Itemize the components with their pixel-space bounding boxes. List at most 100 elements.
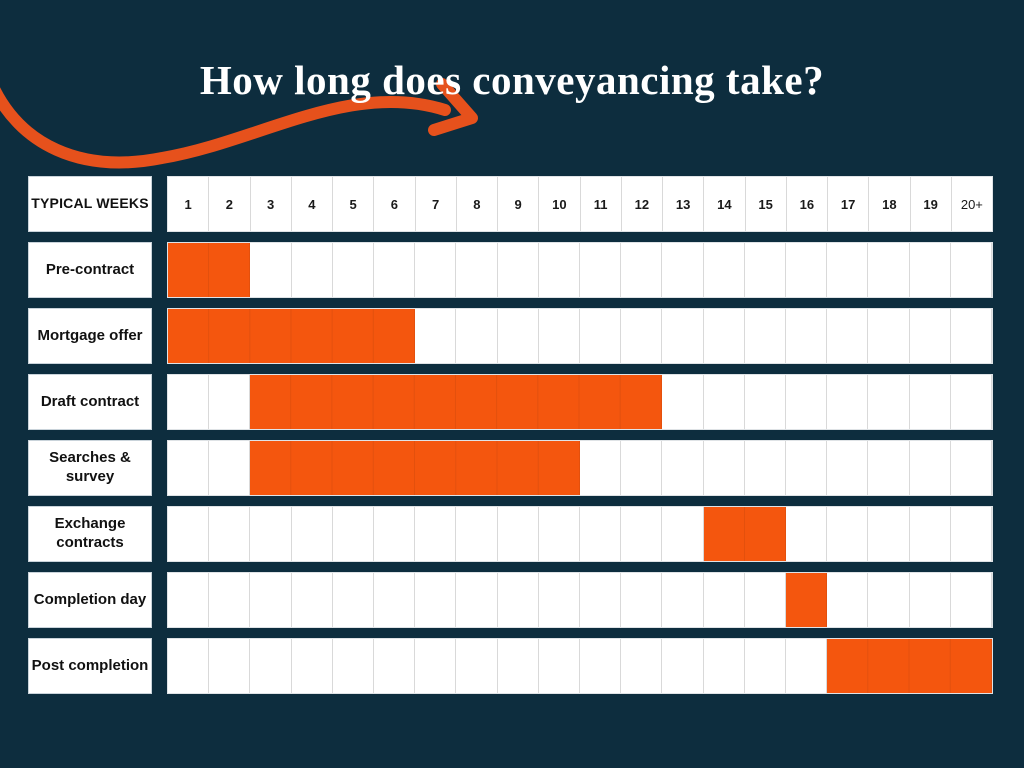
week-track-draft-contract (167, 374, 993, 430)
gantt-row-exchange-contracts: Exchange contracts (28, 506, 993, 562)
week-cell (374, 243, 416, 297)
gantt-bar-post-completion (827, 639, 992, 693)
week-cell (951, 507, 993, 561)
week-cell (539, 573, 581, 627)
week-cell (827, 441, 869, 495)
week-tick-13: 13 (663, 177, 705, 231)
week-cell (539, 243, 581, 297)
week-cell (868, 309, 910, 363)
week-tick-15: 15 (746, 177, 787, 231)
gantt-bar-pre-contract (168, 243, 251, 297)
week-cell (456, 243, 498, 297)
week-cell (704, 441, 745, 495)
week-cell (951, 441, 993, 495)
week-track-mortgage-offer (167, 308, 993, 364)
week-cell (704, 243, 745, 297)
week-cell (662, 243, 704, 297)
week-cell (662, 573, 704, 627)
week-cell (168, 375, 210, 429)
week-cell (786, 309, 828, 363)
week-cell (580, 573, 622, 627)
week-cell (662, 309, 704, 363)
week-tick-5: 5 (333, 177, 375, 231)
week-cell (580, 441, 622, 495)
week-cell (827, 309, 869, 363)
week-cell (951, 309, 993, 363)
week-cell (827, 507, 869, 561)
week-cell (621, 639, 663, 693)
week-cell (910, 573, 951, 627)
week-cell (662, 507, 704, 561)
week-cell (745, 375, 787, 429)
week-cell (580, 309, 622, 363)
row-label-draft-contract: Draft contract (28, 374, 152, 430)
row-label-mortgage-offer: Mortgage offer (28, 308, 152, 364)
week-tick-19: 19 (911, 177, 952, 231)
week-cell (250, 507, 292, 561)
week-cell (868, 375, 910, 429)
gantt-bar-searches-survey (250, 441, 580, 495)
gantt-row-draft-contract: Draft contract (28, 374, 993, 430)
week-cell (456, 573, 498, 627)
week-cell (374, 639, 416, 693)
gantt-row-searches-survey: Searches & survey (28, 440, 993, 496)
week-cell (209, 375, 251, 429)
week-cell (786, 375, 828, 429)
row-label-post-completion: Post completion (28, 638, 152, 694)
week-cell (786, 243, 828, 297)
row-label-pre-contract: Pre-contract (28, 242, 152, 298)
week-cell (292, 507, 333, 561)
week-cell (456, 639, 498, 693)
page-title: How long does conveyancing take? (199, 57, 825, 103)
week-tick-4: 4 (292, 177, 333, 231)
week-cell (539, 639, 581, 693)
week-cell (209, 507, 251, 561)
week-cell (910, 309, 951, 363)
week-cell (662, 441, 704, 495)
week-cell (209, 639, 251, 693)
week-tick-7: 7 (416, 177, 457, 231)
week-cell (539, 309, 581, 363)
week-cell (868, 441, 910, 495)
week-cell (168, 639, 210, 693)
week-cell (580, 507, 622, 561)
week-cell (250, 243, 292, 297)
week-cell (827, 375, 869, 429)
week-track-exchange-contracts (167, 506, 993, 562)
week-cell (951, 375, 993, 429)
week-cell (498, 573, 539, 627)
week-track-searches-survey (167, 440, 993, 496)
week-cell (292, 639, 333, 693)
week-cell (539, 507, 581, 561)
week-cell (827, 573, 869, 627)
week-cell (250, 639, 292, 693)
week-axis: 1 2 3 4 5 6 7 8 9 10 11 12 13 14 15 16 17 18 19 20+ (167, 176, 993, 232)
week-cell (621, 243, 663, 297)
week-cell (333, 243, 375, 297)
row-label-exchange-contracts: Exchange contracts (28, 506, 152, 562)
week-cell (704, 639, 745, 693)
week-cell (910, 375, 951, 429)
week-cell (951, 243, 993, 297)
week-track-completion-day (167, 572, 993, 628)
week-cell (498, 639, 539, 693)
gantt-bar-draft-contract (250, 375, 663, 429)
week-cell (498, 309, 539, 363)
week-cell (168, 573, 210, 627)
week-cell (745, 309, 787, 363)
week-cell (704, 309, 745, 363)
week-cell (910, 507, 951, 561)
week-cell (374, 573, 416, 627)
gantt-row-mortgage-offer: Mortgage offer (28, 308, 993, 364)
week-cell (910, 243, 951, 297)
week-cell (415, 507, 457, 561)
week-cell (745, 573, 787, 627)
week-cell (662, 375, 704, 429)
week-tick-18: 18 (869, 177, 911, 231)
week-cell (621, 309, 663, 363)
week-cell (333, 507, 375, 561)
week-tick-6: 6 (374, 177, 416, 231)
week-cell (456, 507, 498, 561)
week-cell (868, 573, 910, 627)
week-tick-11: 11 (581, 177, 622, 231)
